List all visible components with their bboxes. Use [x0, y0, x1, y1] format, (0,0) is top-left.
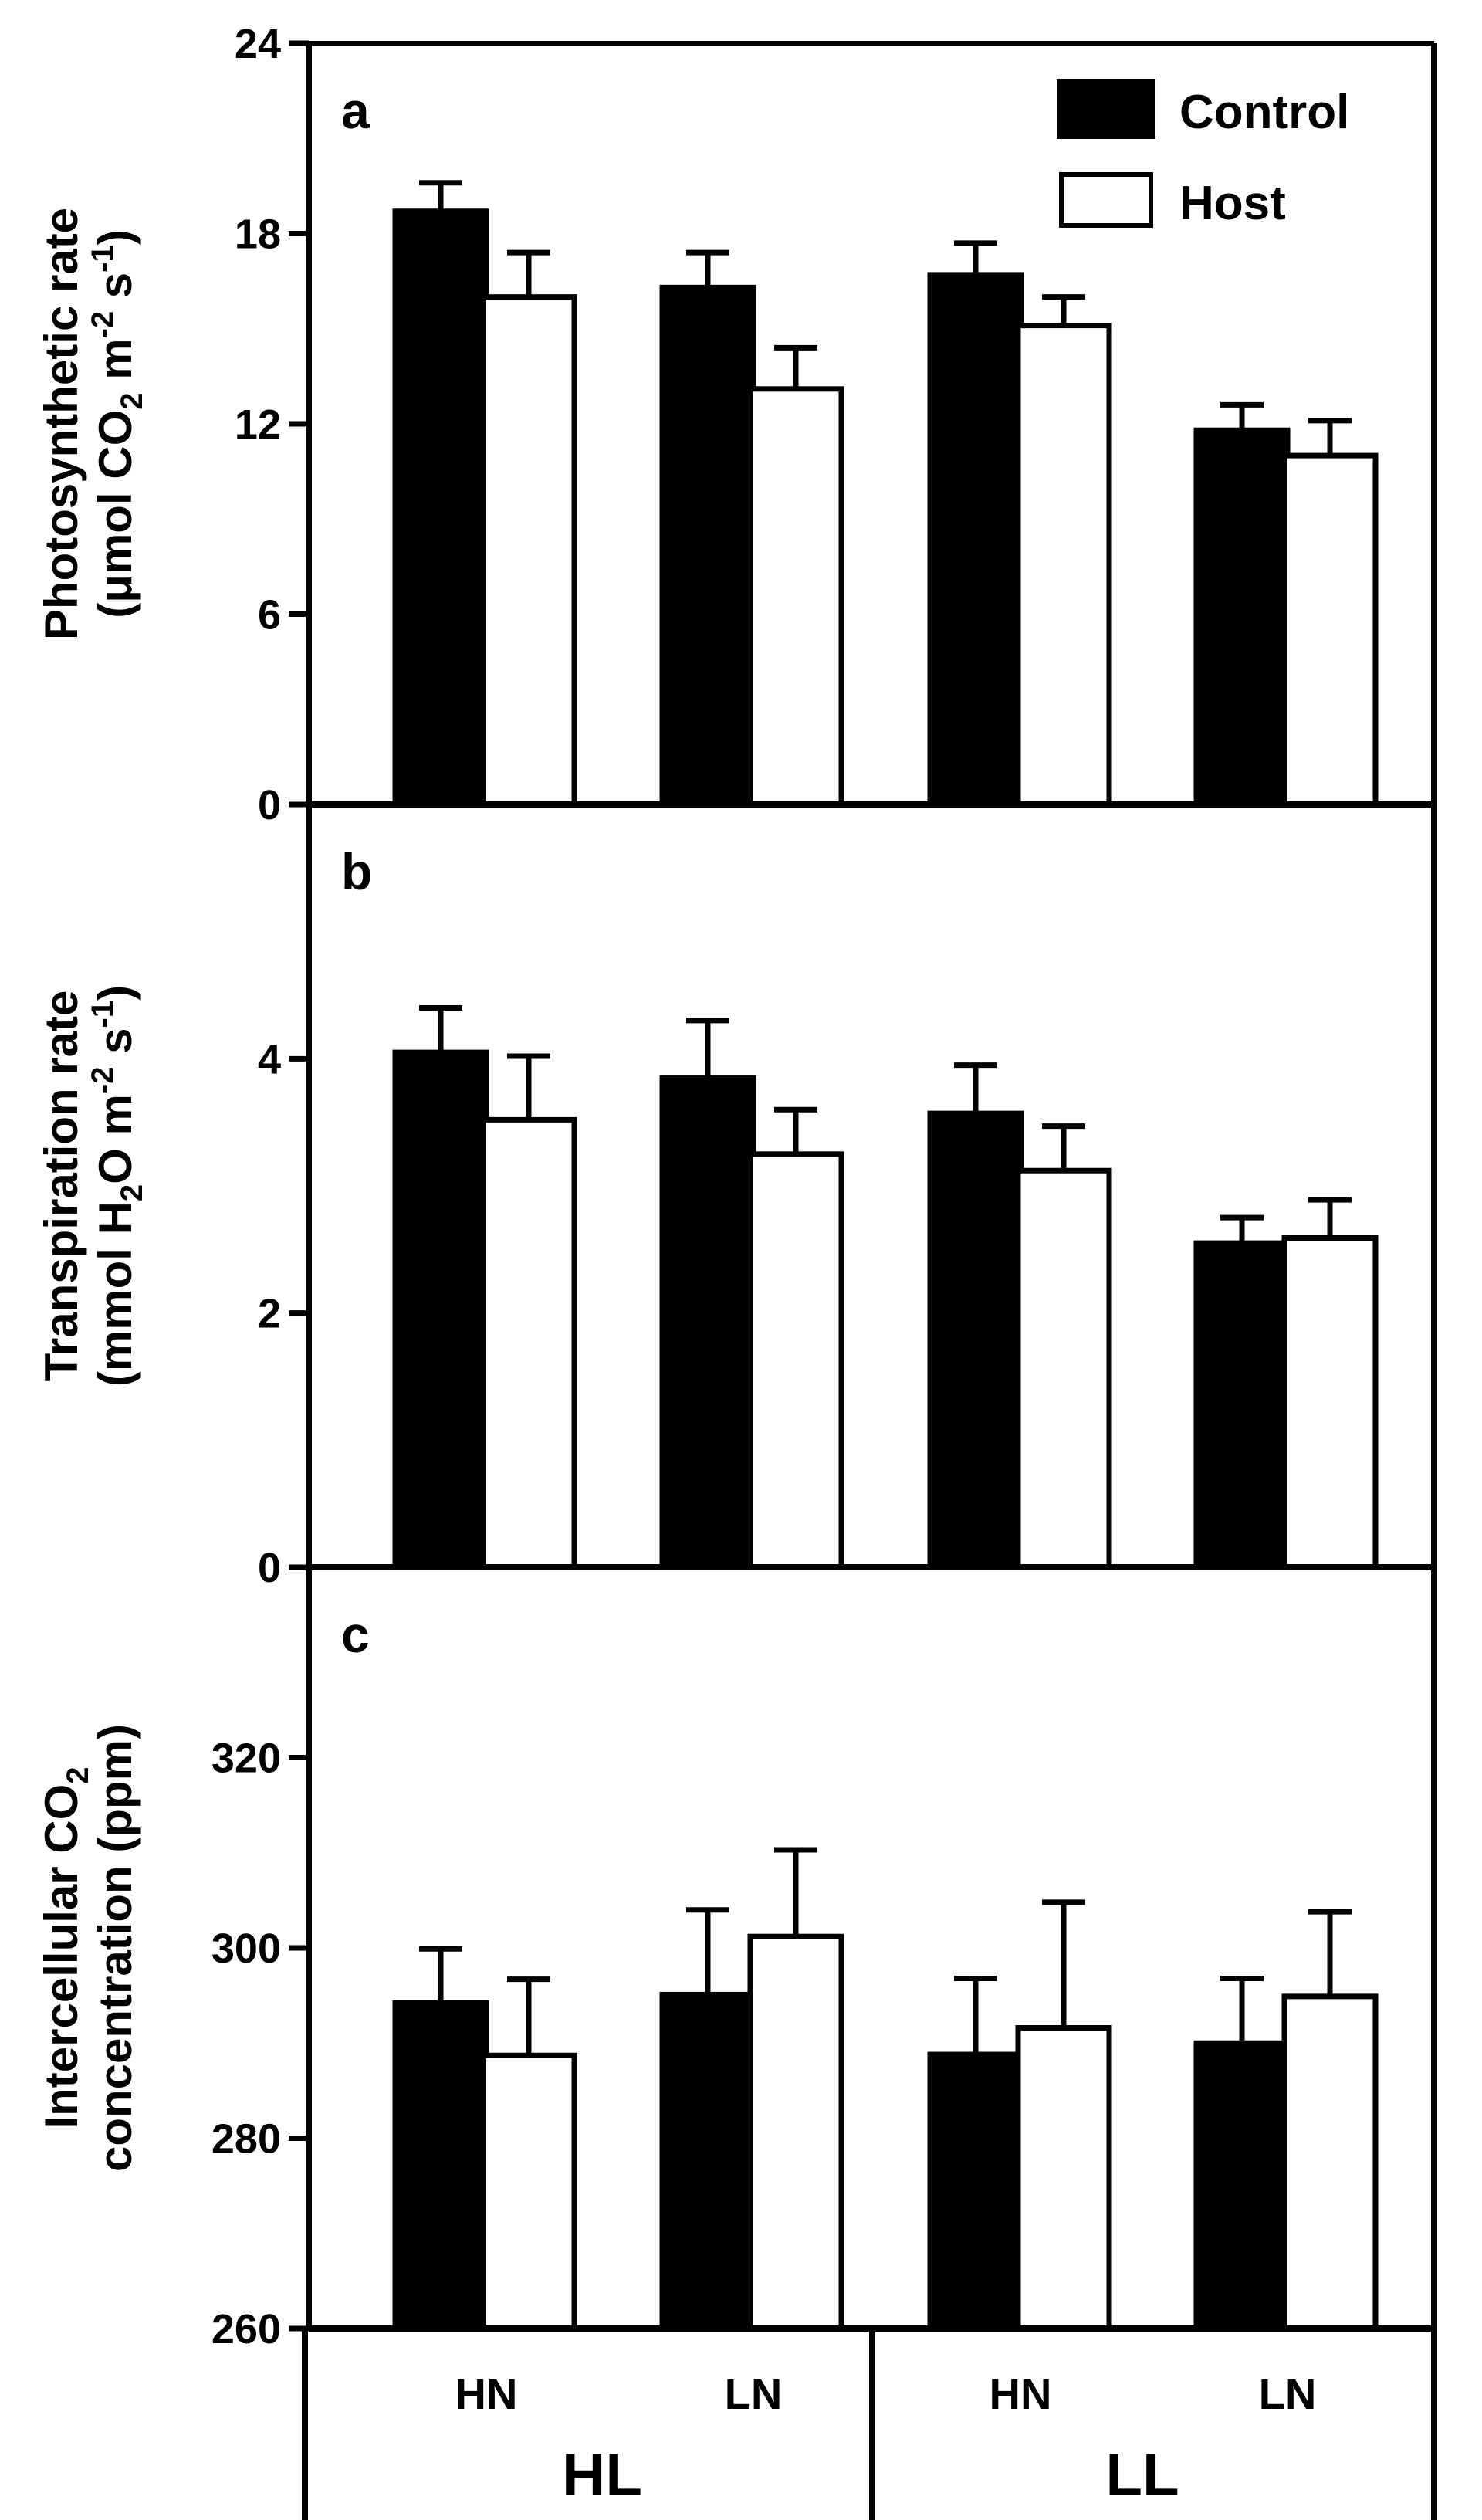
- x-tick-label: HN: [990, 2369, 1052, 2418]
- y-axis-label-line: Intercellular CO2: [36, 1766, 95, 2129]
- bar-control-ln: [659, 284, 756, 808]
- bar-control-hn: [392, 208, 489, 808]
- panel-letter: b: [341, 843, 372, 900]
- y-tick-label: 0: [258, 782, 281, 828]
- legend-host-swatch: [1059, 172, 1153, 228]
- y-tick-label: 18: [235, 212, 281, 258]
- bar-control-hn: [927, 272, 1024, 808]
- panel-b: 0 2 4 b Transpiration rate (mmol H2O m-2 s-1): [36, 802, 1437, 1591]
- bar-host-ln: [1281, 1993, 1379, 2332]
- legend-host-label: Host: [1179, 177, 1286, 230]
- bar-control-ln: [1193, 2040, 1291, 2332]
- panel-c: 260 280 300 320 c Intercellular CO2concentrat…: [36, 1565, 1437, 2352]
- bar-control-hn: [927, 1110, 1024, 1570]
- bar-host-hn: [480, 2052, 577, 2332]
- y-axis-label: Transpiration rate (mmol H2O m-2 s-1): [36, 985, 149, 1387]
- bar-control-hn: [927, 2051, 1024, 2332]
- y-tick-label: 4: [258, 1036, 281, 1082]
- panel-letter: a: [341, 82, 370, 139]
- y-axis-label-line: (mmol H2O m-2 s-1): [86, 985, 149, 1387]
- y-tick-label: 260: [211, 2306, 281, 2352]
- y-tick-label: 6: [258, 592, 281, 638]
- legend-control-label: Control: [1179, 86, 1349, 139]
- group-label-ll: LL: [1105, 2440, 1179, 2508]
- bar-control-ln: [1193, 427, 1291, 808]
- bar-control-ln: [659, 1075, 756, 1570]
- y-tick-label: 320: [211, 1736, 281, 1782]
- y-axis-label-line: Transpiration rate: [36, 991, 87, 1382]
- group-label-hl: HL: [562, 2440, 642, 2508]
- bar-host-hn: [480, 1116, 577, 1570]
- y-tick-label: 2: [258, 1291, 281, 1337]
- y-axis-label-line: Photosynthetic rate: [36, 208, 87, 640]
- y-tick-label: 280: [211, 2116, 281, 2163]
- y-tick-label: 0: [258, 1545, 281, 1591]
- bar-control-hn: [392, 2000, 489, 2332]
- y-tick-label: 24: [235, 21, 281, 67]
- bar-host-hn: [1015, 323, 1112, 808]
- bar-host-hn: [480, 294, 577, 808]
- legend: Control Host: [1057, 79, 1349, 230]
- y-axis-label-line: concentration (ppm): [90, 1724, 141, 2172]
- panel-a: 0 6 12 18 24 a Photosynthetic rate (μmol CO2 m-…: [36, 21, 1437, 828]
- legend-control-swatch: [1057, 79, 1155, 139]
- y-axis-label: Photosynthetic rate (μmol CO2 m-2 s-1): [36, 208, 149, 640]
- bar-control-hn: [392, 1049, 489, 1570]
- y-tick-label: 12: [235, 401, 281, 448]
- x-tick-label: HN: [455, 2369, 518, 2418]
- bar-host-hn: [1015, 1167, 1112, 1570]
- x-group-table: HL LL: [302, 2329, 1437, 2520]
- y-axis-label-line: (μmol CO2 m-2 s-1): [86, 229, 149, 618]
- x-tick-label: LN: [1259, 2369, 1317, 2418]
- panel-letter: c: [341, 1606, 370, 1663]
- bar-host-ln: [747, 386, 844, 808]
- bar-host-ln: [747, 1151, 844, 1570]
- bar-host-hn: [1015, 2025, 1112, 2332]
- bar-host-ln: [747, 1933, 844, 2332]
- bar-control-ln: [659, 1991, 756, 2332]
- bar-control-ln: [1193, 1240, 1291, 1570]
- y-tick-label: 300: [211, 1926, 281, 1972]
- bar-host-ln: [1281, 452, 1379, 808]
- x-tick-label: LN: [725, 2369, 783, 2418]
- bar-host-ln: [1281, 1235, 1379, 1570]
